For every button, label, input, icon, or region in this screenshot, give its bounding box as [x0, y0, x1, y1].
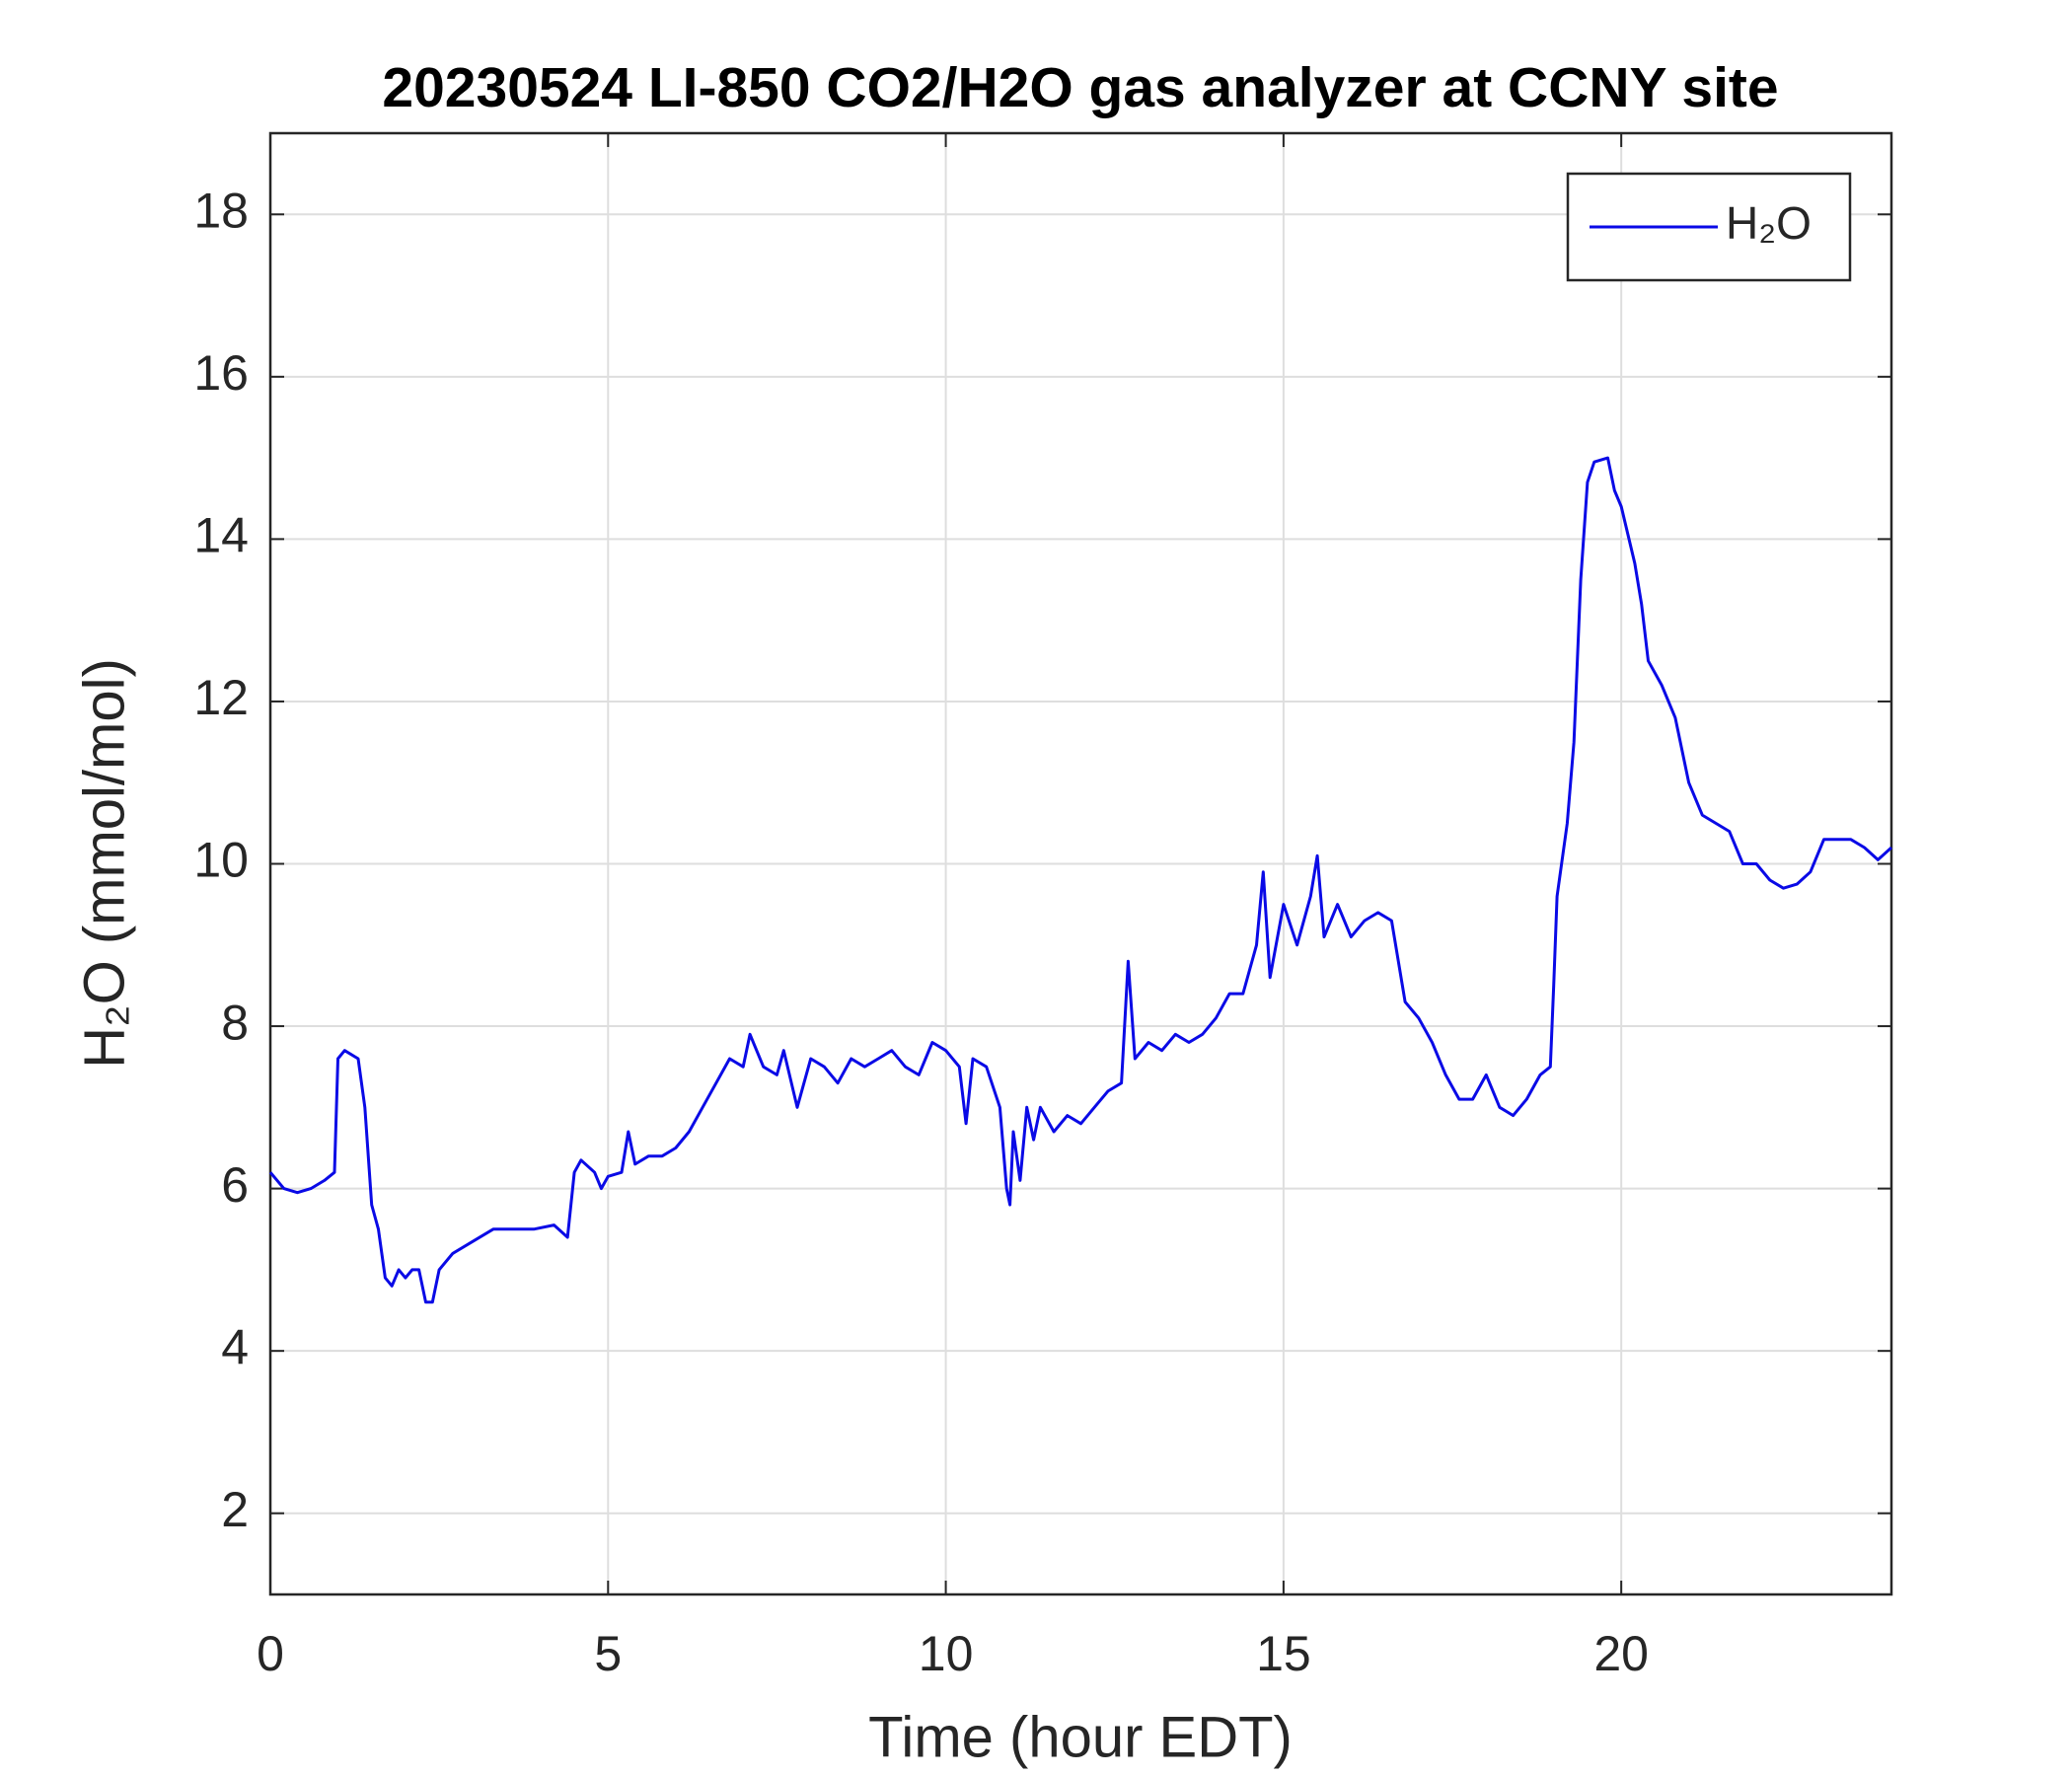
- y-tick-label: 18: [193, 183, 249, 238]
- data-line: [268, 456, 1893, 1304]
- x-tick-label: 5: [594, 1626, 622, 1681]
- y-tick-label: 10: [193, 833, 249, 888]
- x-tick-label: 20: [1593, 1626, 1649, 1681]
- y-axis-label: H₂O (mmol/mol): [72, 658, 136, 1069]
- chart-title: 20230524 LI-850 CO2/H2O gas analyzer at …: [382, 56, 1778, 119]
- legend-label: H₂O: [1726, 197, 1812, 249]
- y-tick-label: 4: [221, 1319, 249, 1374]
- y-tick-label: 16: [193, 345, 249, 401]
- y-tick-label: 8: [221, 995, 249, 1050]
- y-tick-label: 6: [221, 1157, 249, 1213]
- y-tick-label: 12: [193, 670, 249, 725]
- x-tick-label: 15: [1256, 1626, 1311, 1681]
- y-tick-label: 14: [193, 508, 249, 563]
- plot-frame: [268, 131, 1893, 1596]
- x-tick-label: 10: [919, 1626, 974, 1681]
- x-axis-label: Time (hour EDT): [868, 1705, 1293, 1769]
- x-tick-label: 0: [257, 1626, 284, 1681]
- y-tick-label: 2: [221, 1482, 249, 1537]
